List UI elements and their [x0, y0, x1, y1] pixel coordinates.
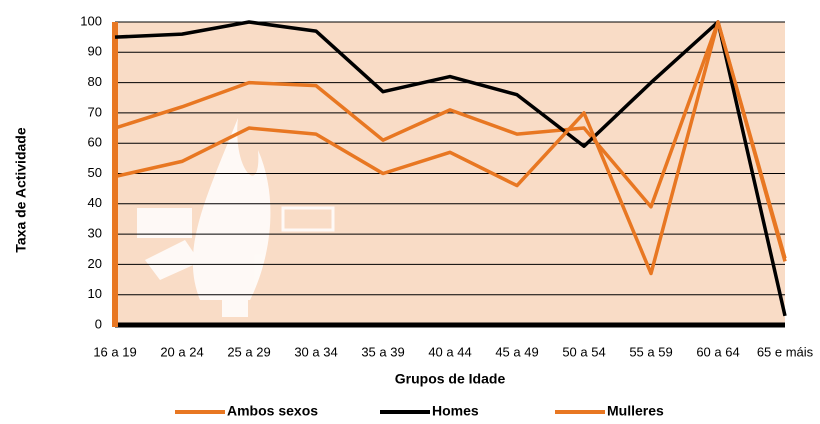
- y-tick-label: 30: [88, 226, 102, 241]
- y-tick-label: 10: [88, 286, 102, 301]
- x-tick-label: 50 a 54: [562, 344, 605, 359]
- x-tick-label: 16 a 19: [93, 344, 136, 359]
- x-tick-label: 20 a 24: [160, 344, 203, 359]
- y-tick-label: 100: [80, 13, 102, 28]
- x-tick-label: 35 a 39: [361, 344, 404, 359]
- y-tick-label: 50: [88, 165, 102, 180]
- series-line: [114, 20, 787, 276]
- y-tick-label: 90: [88, 44, 102, 59]
- y-axis-title: Taxa de Actividade: [13, 127, 29, 252]
- x-axis-title: Grupos de Idade: [395, 371, 506, 387]
- y-tick-label: 20: [88, 256, 102, 271]
- series-line: [114, 20, 787, 262]
- x-tick-label: 55 a 59: [629, 344, 672, 359]
- y-tick-label: 70: [88, 104, 102, 119]
- y-tick-label: 80: [88, 74, 102, 89]
- x-tick-label: 25 a 29: [227, 344, 270, 359]
- x-tick-label: 60 a 64: [696, 344, 739, 359]
- series-line: [114, 20, 787, 317]
- x-tick-label: 30 a 34: [294, 344, 337, 359]
- y-tick-label: 40: [88, 195, 102, 210]
- legend-label: Ambos sexos: [227, 403, 318, 419]
- x-tick-label: 40 a 44: [428, 344, 471, 359]
- y-tick-label: 0: [95, 316, 102, 331]
- legend-label: Mulleres: [607, 403, 664, 419]
- watermark-logo: [137, 118, 335, 317]
- y-tick-label: 60: [88, 135, 102, 150]
- x-tick-label: 65 e máis: [757, 344, 814, 359]
- x-tick-label: 45 a 49: [495, 344, 538, 359]
- legend-label: Homes: [432, 403, 479, 419]
